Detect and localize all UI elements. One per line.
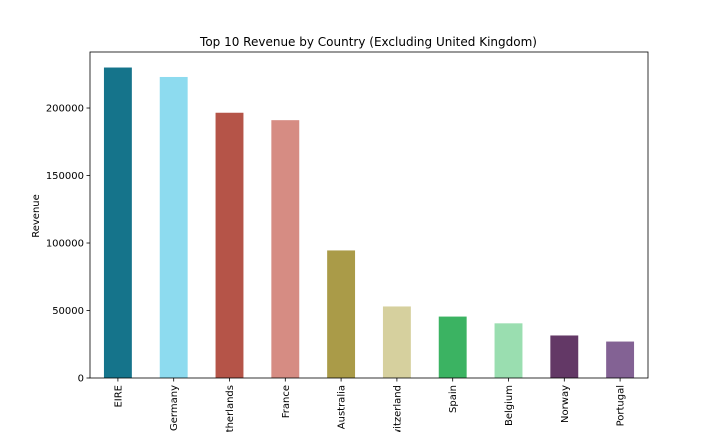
y-tick-label: 0 <box>78 374 84 385</box>
bar-germany <box>159 76 188 378</box>
y-tick-label: 50000 <box>52 306 84 317</box>
bar-france <box>271 120 300 378</box>
x-tick-label: Belgium <box>504 385 515 426</box>
bar-australia <box>327 250 356 378</box>
y-tick-label: 150000 <box>46 171 84 182</box>
bar-norway <box>550 335 579 378</box>
bars-group <box>103 67 635 379</box>
x-tick-label: Spain <box>448 385 459 413</box>
x-tick-label: Switzerland <box>392 385 403 432</box>
plot-frame <box>89 51 649 379</box>
bar-spain <box>438 316 467 378</box>
y-tick-label: 100000 <box>46 239 84 250</box>
bar-portugal <box>606 341 635 378</box>
bar-netherlands <box>215 112 244 379</box>
y-axis-ticks: 0 50000 100000 150000 200000 <box>46 104 90 385</box>
bar-belgium <box>494 323 523 378</box>
x-tick-label: EIRE <box>113 385 124 408</box>
bar-switzerland <box>382 306 411 378</box>
y-tick-label: 200000 <box>46 104 84 115</box>
x-tick-label: Norway <box>560 385 571 423</box>
x-tick-label: Netherlands <box>225 385 236 432</box>
chart-title: Top 10 Revenue by Country (Excluding Uni… <box>199 35 537 49</box>
x-axis-ticks: EIRE Germany Netherlands France Australia Swi… <box>113 378 627 432</box>
x-tick-label: Germany <box>169 385 180 431</box>
y-axis-label: Revenue <box>31 194 42 238</box>
x-tick-label: Portugal <box>616 385 627 426</box>
bar-eire <box>103 67 132 379</box>
x-tick-label: Australia <box>337 385 348 429</box>
x-tick-label: France <box>281 385 292 418</box>
